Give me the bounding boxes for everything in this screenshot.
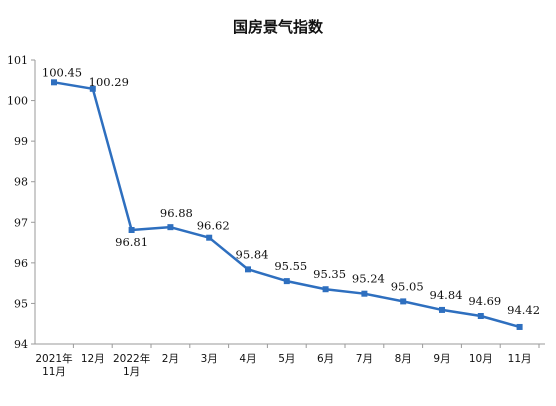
y-tick-label: 100: [7, 95, 28, 108]
x-tick-label: 8月: [395, 353, 412, 365]
x-tick-label: 2月: [162, 353, 179, 365]
x-tick-label: 2021年: [35, 352, 72, 365]
data-point: [51, 79, 57, 86]
data-point: [361, 290, 368, 297]
data-point: [206, 234, 213, 241]
x-tick-label: 11月: [508, 353, 532, 365]
y-tick-label: 95: [14, 297, 28, 310]
data-label: 94.69: [468, 294, 501, 308]
data-label: 100.45: [42, 65, 82, 79]
data-point: [128, 226, 135, 233]
data-point: [516, 323, 523, 330]
data-label: 95.35: [313, 267, 346, 281]
data-point: [245, 266, 251, 273]
data-label: 96.81: [115, 235, 148, 249]
data-point: [477, 313, 484, 320]
x-tick-label: 4月: [239, 353, 256, 365]
y-tick-label: 99: [14, 135, 28, 148]
x-tick-label: 3月: [201, 353, 218, 365]
data-label: 96.88: [160, 206, 193, 220]
y-tick-label: 98: [14, 176, 28, 189]
data-label: 96.62: [197, 219, 230, 233]
x-tick-label: 5月: [278, 353, 295, 365]
x-tick-label: 10月: [469, 353, 493, 365]
data-label: 94.84: [430, 288, 463, 302]
x-tick-label: 7月: [356, 353, 373, 365]
data-label: 94.42: [507, 303, 540, 317]
x-tick-label: 2022年: [113, 352, 150, 365]
data-label: 95.84: [236, 247, 269, 261]
data-label: 100.29: [89, 75, 129, 89]
y-tick-label: 97: [14, 216, 28, 229]
data-point: [89, 85, 96, 92]
x-tick-label: 1月: [123, 366, 140, 378]
y-tick-label: 101: [7, 54, 28, 67]
data-point: [322, 286, 329, 293]
x-tick-label: 9月: [433, 353, 450, 365]
data-point: [400, 298, 407, 305]
x-tick-label: 12月: [81, 353, 105, 365]
chart-title: 国房景气指数: [232, 18, 323, 36]
x-tick-label: 11月: [42, 366, 66, 378]
data-label: 95.05: [391, 279, 424, 293]
y-tick-label: 94: [14, 338, 28, 351]
data-point: [167, 224, 174, 231]
data-point: [439, 306, 445, 313]
x-tick-label: 6月: [317, 353, 334, 365]
data-label: 95.55: [274, 259, 307, 273]
data-point: [283, 278, 290, 285]
data-label: 95.24: [352, 272, 385, 286]
y-tick-label: 96: [14, 257, 28, 270]
